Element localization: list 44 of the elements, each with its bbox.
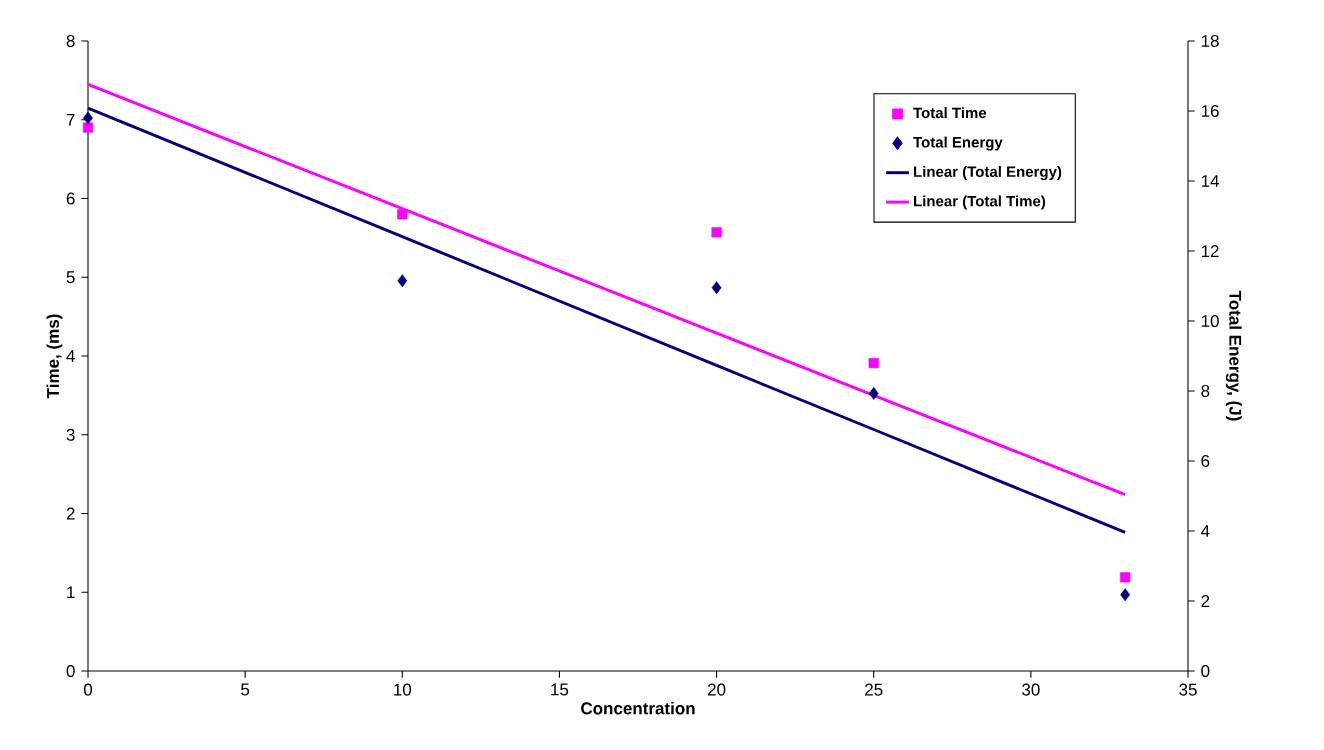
- x-axis-title: Concentration: [581, 701, 695, 715]
- y2-axis-title: Total Energy, (J): [1225, 290, 1242, 421]
- y-tick-label: 4: [66, 350, 75, 362]
- legend-label: Linear (Total Energy): [914, 165, 1062, 181]
- y-tick-label: 0: [66, 664, 75, 678]
- y2-tick-label: 10: [1201, 314, 1219, 328]
- x-tick-label: 30: [1022, 683, 1040, 696]
- y2-tick-label: 8: [1201, 384, 1210, 398]
- x-tick-label: 25: [865, 683, 883, 696]
- legend-label: Total Energy: [913, 136, 1003, 151]
- legend-label: Total Time: [913, 107, 987, 119]
- y-axis-title: Time, (ms): [46, 314, 63, 399]
- y2-tick-label: 0: [1201, 664, 1210, 678]
- point: [82, 122, 94, 133]
- y2-tick-label: 2: [1201, 595, 1210, 607]
- y-tick-label: 1: [67, 586, 75, 599]
- x-tick-label: 5: [241, 683, 250, 696]
- y2-tick-label: 6: [1201, 454, 1210, 468]
- y2-tick-label: 14: [1201, 175, 1220, 187]
- x-tick-label: 15: [551, 683, 569, 696]
- legend-label: Linear (Total Time): [914, 195, 1046, 210]
- point: [868, 387, 879, 400]
- y-tick-label: 2: [66, 507, 75, 520]
- point: [711, 227, 722, 238]
- point: [868, 358, 879, 369]
- y-tick-label: 6: [66, 192, 75, 205]
- x-tick-label: 10: [394, 683, 412, 696]
- point: [397, 209, 408, 220]
- y-tick-label: 7: [66, 113, 75, 126]
- point: [711, 281, 722, 295]
- x-tick-label: 20: [707, 683, 726, 696]
- point: [397, 274, 408, 288]
- y-tick-label: 5: [66, 271, 75, 284]
- point: [1120, 572, 1131, 583]
- x-tick-label: 0: [83, 683, 93, 696]
- y2-tick-label: 18: [1201, 34, 1219, 48]
- y2-tick-label: 12: [1201, 245, 1219, 257]
- y-tick-label: 3: [66, 428, 75, 441]
- y2-tick-label: 16: [1201, 104, 1219, 118]
- x-tick-label: 35: [1179, 683, 1197, 696]
- point: [1120, 588, 1131, 602]
- point: [83, 111, 93, 125]
- y2-tick-label: 4: [1201, 525, 1210, 537]
- y-tick-label: 8: [66, 34, 75, 48]
